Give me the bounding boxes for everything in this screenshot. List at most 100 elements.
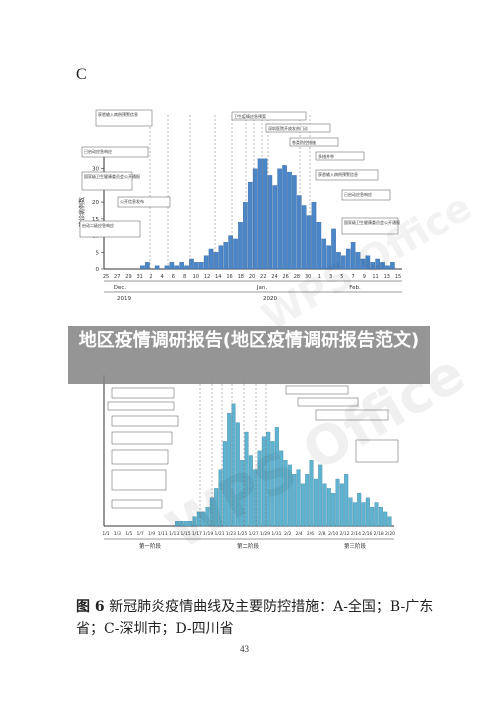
d-bar xyxy=(383,511,388,527)
d-bar xyxy=(287,464,292,527)
c-x-tick-label: 29 xyxy=(125,274,131,280)
c-x-tick-label: 22 xyxy=(260,274,266,280)
d-annotation-box xyxy=(107,401,175,411)
d-bar xyxy=(192,516,197,527)
c-annotation-box xyxy=(265,123,331,133)
d-bar xyxy=(214,488,219,527)
d-annotation-box xyxy=(285,385,349,395)
c-bar xyxy=(331,228,336,270)
d-bar xyxy=(188,521,193,527)
c-annotation-text: 启动二级应急响应 xyxy=(82,222,114,228)
c-bar xyxy=(213,252,219,270)
c-year-label: 2019 xyxy=(117,296,131,302)
d-bar xyxy=(266,431,271,527)
c-x-tick-label: 12 xyxy=(204,274,210,280)
d-x-tick-label: 1/29 xyxy=(260,531,270,537)
d-bar xyxy=(274,427,279,527)
d-x-tick-label: 1/31 xyxy=(271,531,281,537)
c-annotation-box xyxy=(95,109,153,127)
c-x-tick-label: 15 xyxy=(395,274,401,280)
d-phase-label: 第三阶段 xyxy=(344,542,367,550)
d-bar xyxy=(313,478,318,527)
d-x-tick-label: 2/12 xyxy=(340,531,350,537)
d-bar xyxy=(183,521,188,527)
c-bar xyxy=(355,252,361,270)
d-x-tick-label: 1/13 xyxy=(169,531,179,537)
d-bar xyxy=(305,474,310,527)
c-bar xyxy=(282,165,287,270)
c-bar xyxy=(345,248,351,270)
c-bar xyxy=(203,255,209,270)
c-x-tick-label: 20 xyxy=(249,274,255,280)
d-x-tick-label: 2/20 xyxy=(385,531,395,537)
c-x-tick-label: 8 xyxy=(183,274,186,280)
d-bar xyxy=(344,474,349,527)
c-x-tick-label: 16 xyxy=(226,274,232,280)
d-bar xyxy=(248,455,253,527)
d-annotation-box xyxy=(111,469,167,491)
c-y-tick-label: 30 xyxy=(92,167,99,173)
c-y-tick-label: 15 xyxy=(92,217,99,223)
c-bar xyxy=(154,265,160,270)
d-x-tick-label: 2/14 xyxy=(351,531,361,537)
c-bar xyxy=(370,262,376,270)
c-annotation-box xyxy=(315,169,379,181)
d-bar xyxy=(196,511,201,527)
d-bar xyxy=(222,441,227,527)
c-bar xyxy=(301,205,307,270)
d-bar xyxy=(331,492,336,527)
title-overlay xyxy=(68,326,430,384)
c-bar xyxy=(341,255,346,270)
c-annotation-box xyxy=(79,220,141,238)
c-bar xyxy=(292,175,297,270)
c-bar xyxy=(174,265,180,270)
c-x-tick-label: 28 xyxy=(294,274,300,280)
d-bar xyxy=(378,507,383,527)
c-bar xyxy=(306,215,312,270)
c-bar xyxy=(233,238,238,270)
c-annotation-box xyxy=(81,171,133,191)
d-bar xyxy=(279,450,284,527)
d-annotation-box xyxy=(111,387,175,399)
c-bar xyxy=(238,222,243,270)
c-bar xyxy=(218,245,224,270)
c-bar xyxy=(252,168,258,270)
c-bar xyxy=(267,175,273,270)
c-bar xyxy=(189,258,194,270)
d-bar xyxy=(326,488,331,527)
c-annotation-text: 国家级卫生健康委员会公开通报 xyxy=(344,219,400,225)
c-bar xyxy=(321,238,327,270)
c-x-tick-label: 31 xyxy=(137,274,143,280)
d-bar xyxy=(270,441,275,527)
c-x-tick-label: 7 xyxy=(351,274,354,280)
d-bar xyxy=(253,469,258,527)
d-bar xyxy=(370,507,375,527)
c-month-label: Jan. xyxy=(256,285,267,291)
c-bar xyxy=(277,168,282,270)
c-x-tick-label: 2 xyxy=(149,274,152,280)
c-annotation-box xyxy=(81,146,149,158)
page-number: 43 xyxy=(240,644,249,654)
d-x-tick-label: 1/7 xyxy=(136,531,143,537)
c-y-tick-label: 0 xyxy=(96,267,100,273)
c-x-tick-label: 4 xyxy=(161,274,164,280)
d-x-tick-label: 2/18 xyxy=(374,531,384,537)
c-annotation-text: 已启动应急响应 xyxy=(84,148,112,154)
d-bar xyxy=(300,483,305,527)
c-x-tick-label: 1 xyxy=(318,274,321,280)
d-bar xyxy=(339,483,344,527)
d-x-tick-label: 1/1 xyxy=(102,531,109,537)
c-x-tick-label: 30 xyxy=(305,274,311,280)
d-annotation-box xyxy=(355,439,399,463)
d-bar xyxy=(218,469,223,527)
c-annotation-text: 多措并举 xyxy=(318,153,334,159)
c-x-tick-label: 14 xyxy=(215,274,221,280)
c-annotation-box xyxy=(231,111,307,121)
c-x-tick-label: 5 xyxy=(340,274,343,280)
d-bar xyxy=(352,502,357,527)
d-annotation-box xyxy=(111,431,173,445)
d-bar xyxy=(348,497,353,527)
c-y-axis-label: 确诊病例数 xyxy=(78,197,86,227)
c-x-tick-label: 11 xyxy=(372,274,378,280)
c-x-tick-label: 26 xyxy=(283,274,289,280)
